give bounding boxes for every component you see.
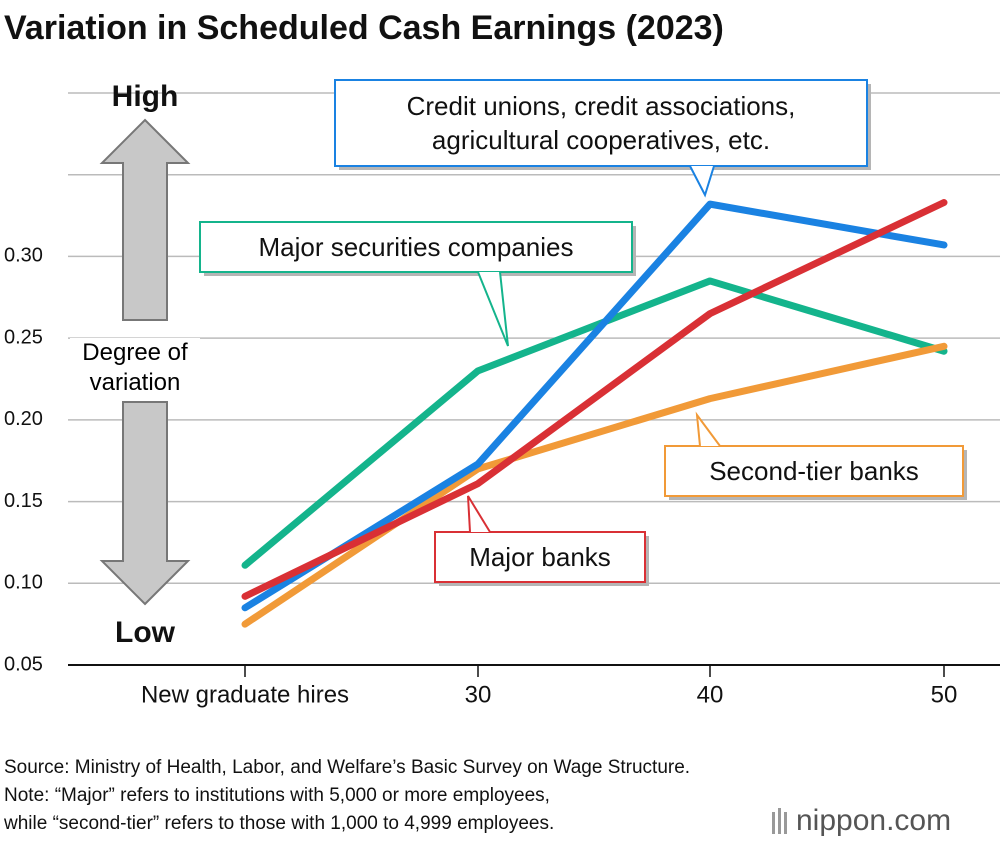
y-tick-label: 0.30 <box>4 245 43 267</box>
y-tick-label: 0.20 <box>4 408 43 430</box>
x-tick-label: 40 <box>697 681 724 708</box>
chart-title: Variation in Scheduled Cash Earnings (20… <box>4 9 724 47</box>
arrow-up <box>99 118 191 321</box>
y-label-text: Degree of variation <box>70 338 200 398</box>
callout-pointer <box>477 271 509 347</box>
callout-box <box>664 445 964 497</box>
arrow-down <box>99 401 191 606</box>
logo-icon <box>772 808 787 834</box>
callout-pointer <box>467 495 491 533</box>
series-line <box>241 342 948 628</box>
source: Source: Ministry of Health, Labor, and W… <box>4 757 690 778</box>
callout-pointer <box>695 411 721 447</box>
y-tick-label: 0.10 <box>4 572 43 594</box>
x-tick-label: 50 <box>931 681 958 708</box>
y-label: Degree of variation <box>70 338 200 398</box>
series-line <box>241 200 948 612</box>
note: Note: “Major” refers to institutions wit… <box>4 785 550 806</box>
callout: Major banks <box>469 542 611 572</box>
callout: Major securities companies <box>258 232 574 262</box>
x-tick-label: 30 <box>465 681 492 708</box>
logo: nippon.com <box>796 804 951 837</box>
y-tick-label: 0.25 <box>4 326 43 348</box>
series-line <box>241 277 948 569</box>
y-tick-label: 0.15 <box>4 490 43 512</box>
callout: Credit unions, credit associations, agri… <box>406 91 796 155</box>
note: while “second-tier” refers to those with… <box>3 813 554 834</box>
callout-pointer-fill <box>690 166 714 195</box>
y-tick-label: 0.05 <box>4 653 43 675</box>
callout-pointer <box>689 165 715 198</box>
legend-label: Credit unions, credit associations, agri… <box>406 91 796 155</box>
legend-label: Major banks <box>469 542 611 572</box>
x-tick-label: New graduate hires <box>141 681 349 708</box>
legend-label: Second-tier banks <box>709 456 919 486</box>
callout-box <box>199 221 633 273</box>
legend-label: Major securities companies <box>258 232 574 262</box>
callout: Second-tier banks <box>709 456 919 486</box>
low-label: Low <box>115 616 176 649</box>
series-line <box>241 198 948 600</box>
callout-box <box>434 531 646 583</box>
high-label: High <box>112 80 179 113</box>
callout-box <box>334 79 868 167</box>
